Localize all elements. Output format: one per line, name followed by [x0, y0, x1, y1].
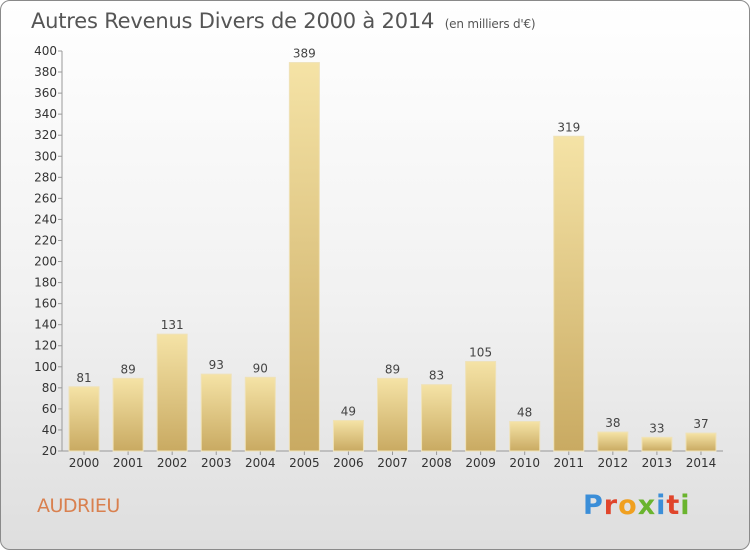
x-tick-label: 2013: [642, 456, 673, 470]
y-tick-label: 260: [34, 191, 57, 205]
value-label: 89: [385, 362, 400, 376]
town-name: AUDRIEU: [37, 495, 120, 517]
x-tick-label: 2006: [333, 456, 364, 470]
value-label: 38: [605, 416, 620, 430]
x-tick-label: 2004: [245, 456, 276, 470]
logo-letter: i: [656, 490, 667, 521]
bar-2013: [641, 436, 673, 452]
logo-letter: i: [680, 490, 691, 521]
logo-letter: r: [603, 490, 619, 521]
y-tick-label: 40: [42, 423, 57, 437]
bar-2008: [421, 384, 453, 452]
y-tick-label: 300: [34, 149, 57, 163]
bar-2003: [200, 373, 232, 452]
y-tick-label: 320: [34, 128, 57, 142]
y-tick-label: 280: [34, 170, 57, 184]
y-tick-label: 240: [34, 212, 57, 226]
chart-title-text: Autres Revenus Divers de 2000 à 2014: [31, 9, 435, 33]
value-label: 319: [557, 120, 580, 134]
y-tick-label: 140: [34, 318, 57, 332]
value-label: 90: [253, 361, 268, 375]
bar-2000: [68, 386, 100, 452]
logo-letter: x: [637, 490, 657, 521]
chart-title: Autres Revenus Divers de 2000 à 2014 (en…: [31, 9, 536, 33]
bar-2012: [597, 431, 629, 452]
bar-2001: [112, 377, 144, 452]
x-tick-label: 2007: [377, 456, 408, 470]
chart-unit: (en milliers d'€): [444, 17, 536, 31]
bar-2010: [509, 421, 541, 452]
y-tick-label: 220: [34, 233, 57, 247]
x-tick-label: 2000: [69, 456, 100, 470]
x-tick-label: 2001: [113, 456, 144, 470]
logo-letter: t: [666, 490, 681, 521]
axes: 20 40 60 80 100 120 140 160 180 200 220 240 260 280 30…: [34, 44, 723, 470]
y-tick-label: 200: [34, 255, 57, 269]
bar-2014: [685, 432, 717, 452]
bar-2009: [465, 361, 497, 452]
value-label: 105: [469, 346, 492, 360]
value-label: 33: [649, 421, 664, 435]
value-label: 131: [161, 318, 184, 332]
y-tick-label: 340: [34, 107, 57, 121]
y-tick-label: 120: [34, 339, 57, 353]
x-tick-label: 2010: [509, 456, 540, 470]
y-tick-label: 360: [34, 86, 57, 100]
value-label: 89: [120, 362, 135, 376]
value-label: 49: [341, 404, 356, 418]
y-tick-label: 60: [42, 402, 57, 416]
value-label: 48: [517, 406, 532, 420]
x-tick-label: 2011: [553, 456, 584, 470]
y-tick-label: 80: [42, 381, 57, 395]
x-tick-label: 2003: [201, 456, 232, 470]
value-labels: 81 89 131 93 90 389 49 89 83 105 48 319 38 33 37: [76, 47, 708, 436]
bars: [68, 62, 717, 452]
value-label: 83: [429, 369, 444, 383]
x-tick-label: 2008: [421, 456, 452, 470]
bar-2005: [288, 62, 320, 452]
bar-2011: [553, 135, 585, 452]
x-tick-label: 2014: [686, 456, 717, 470]
logo-letter: P: [583, 490, 604, 521]
y-tick-label: 400: [34, 44, 57, 58]
x-tick-label: 2002: [157, 456, 188, 470]
y-tick-label: 20: [42, 444, 57, 458]
value-label: 37: [693, 417, 708, 431]
x-tick-label: 2005: [289, 456, 320, 470]
logo-letter: o: [618, 490, 638, 521]
bar-2004: [244, 376, 276, 452]
value-label: 389: [293, 47, 316, 61]
y-tick-label: 100: [34, 360, 57, 374]
y-tick-label: 160: [34, 297, 57, 311]
y-tick-label: 180: [34, 276, 57, 290]
value-label: 93: [209, 358, 224, 372]
x-tick-label: 2009: [465, 456, 496, 470]
value-label: 81: [76, 371, 91, 385]
x-tick-label: 2012: [598, 456, 629, 470]
proxiti-logo: Proxiti: [583, 490, 691, 521]
bar-2006: [332, 419, 364, 452]
y-tick-label: 380: [34, 65, 57, 79]
bar-2007: [377, 377, 408, 452]
bar-2002: [156, 333, 188, 452]
